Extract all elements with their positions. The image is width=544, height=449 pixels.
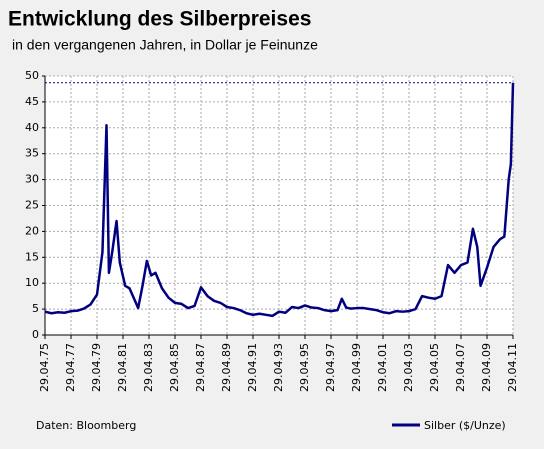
x-tick-label: 29.04.77 <box>64 343 77 392</box>
source: Daten: Bloomberg <box>36 419 136 432</box>
chart-subtitle: in den vergangenen Jahren, in Dollar je … <box>12 37 318 53</box>
y-tick-label: 0 <box>32 328 39 341</box>
x-tick-label: 29.04.07 <box>454 343 467 392</box>
x-tick-label: 29.04.97 <box>324 343 337 392</box>
y-tick-label: 5 <box>32 302 39 315</box>
x-tick-label: 29.04.89 <box>220 343 233 392</box>
y-tick-label: 20 <box>25 224 39 237</box>
x-tick-label: 29.04.01 <box>376 343 389 392</box>
x-tick-label: 29.04.95 <box>298 343 311 392</box>
x-tick-label: 29.04.05 <box>428 343 441 392</box>
line <box>44 82 515 318</box>
y-tick-label: 50 <box>25 69 39 82</box>
y-tick-label: 15 <box>25 250 39 263</box>
y-tick-label: 45 <box>25 95 39 108</box>
x-tick-label: 29.04.87 <box>194 343 207 392</box>
x-tick-label: 29.04.11 <box>506 343 519 392</box>
x-tick-label: 29.04.79 <box>90 343 103 392</box>
y-tick-label: 35 <box>25 147 39 160</box>
x-tick-label: 29.04.99 <box>350 343 363 392</box>
x-tick-label: 29.04.91 <box>246 343 259 392</box>
x-tick-label: 29.04.03 <box>402 343 415 392</box>
x-tick-label: 29.04.81 <box>116 343 129 392</box>
x-tick-label: 29.04.83 <box>142 343 155 392</box>
legend-label: Silber ($/Unze) <box>424 419 506 432</box>
x-tick-label: 29.04.09 <box>480 343 493 392</box>
y-tick-label: 25 <box>25 199 39 212</box>
y-tick-label: 10 <box>25 276 39 289</box>
chart-title: Entwicklung des Silberpreises <box>8 8 311 31</box>
x-tick-label: 29.04.85 <box>168 343 181 392</box>
x-tick-label: 29.04.75 <box>38 343 51 392</box>
y-tick-label: 30 <box>25 173 39 186</box>
x-tick-label: 29.04.93 <box>272 343 285 392</box>
y-tick-label: 40 <box>25 121 39 134</box>
